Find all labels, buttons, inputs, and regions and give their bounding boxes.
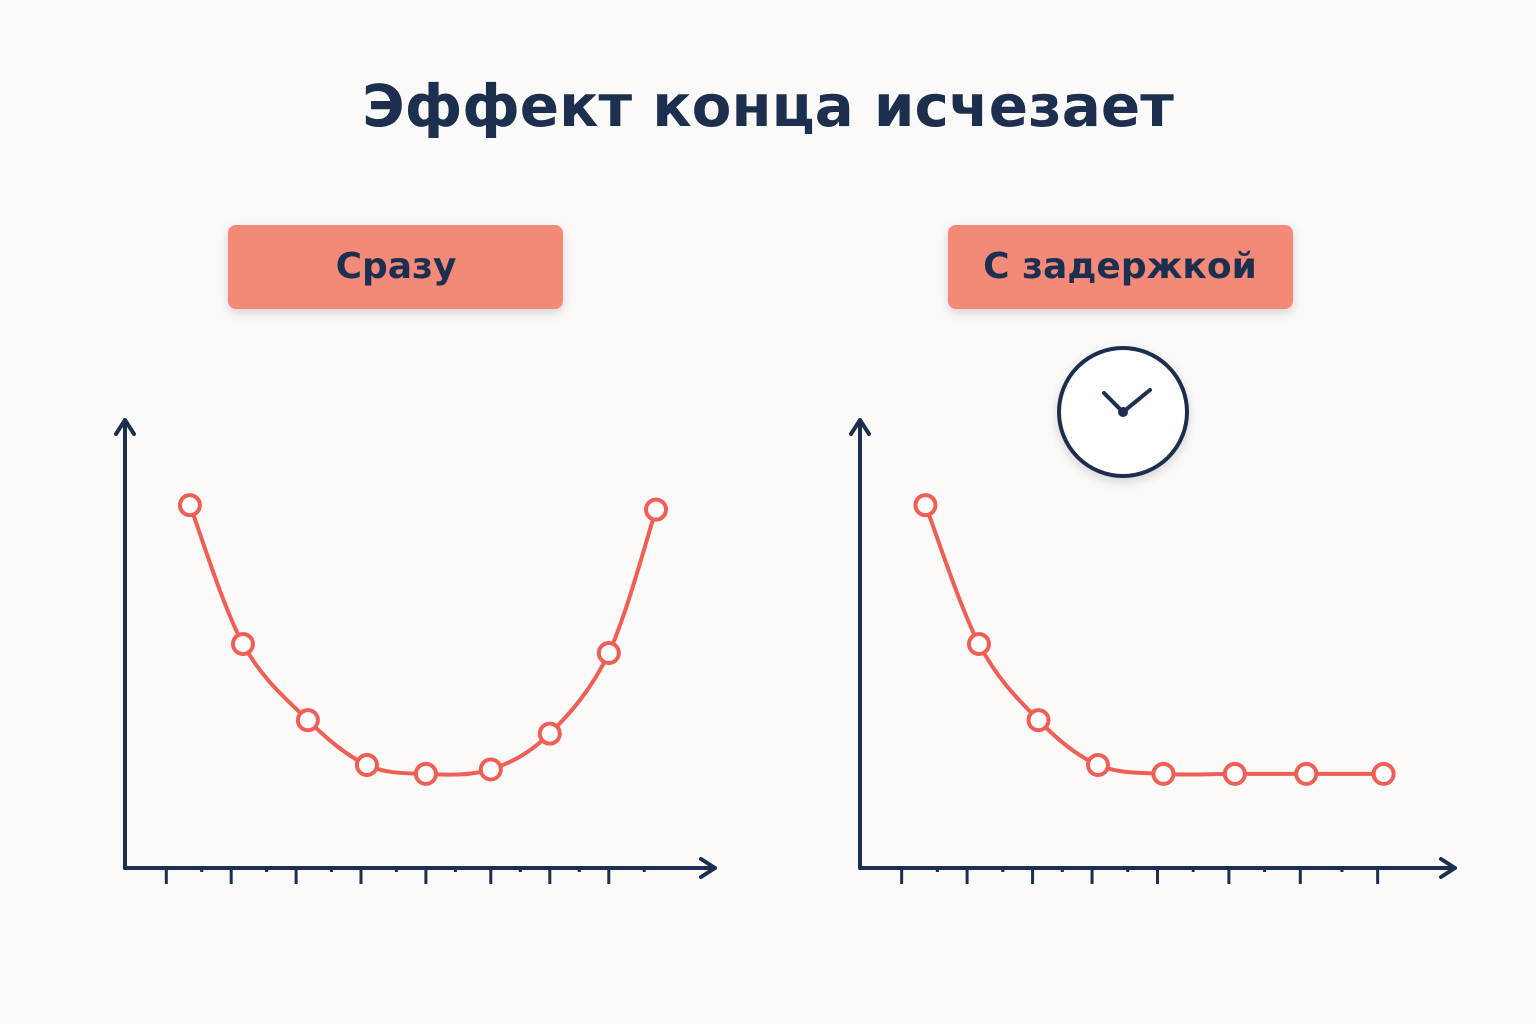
- chart-title: Сразу: [336, 246, 457, 287]
- chart-title: С задержкой: [983, 246, 1257, 287]
- data-point: [596, 640, 621, 665]
- y-axis: [849, 418, 871, 870]
- data-point: [644, 497, 668, 522]
- data-point: [177, 493, 202, 518]
- y-axis: [114, 418, 136, 870]
- x-axis: [123, 857, 717, 879]
- page-title: Эффект конца исчезает: [362, 72, 1174, 140]
- data-point: [295, 708, 320, 733]
- data-point: [1086, 752, 1110, 777]
- data-point: [478, 757, 503, 782]
- data-point: [967, 632, 991, 656]
- data-point: [354, 752, 379, 777]
- data-point: [1151, 761, 1176, 786]
- clock-icon: [1057, 346, 1189, 478]
- data-point: [913, 493, 938, 518]
- data-point: [1026, 708, 1051, 733]
- data-point: [231, 632, 255, 656]
- data-point: [537, 721, 562, 746]
- data-point: [413, 761, 438, 786]
- data-point: [1294, 761, 1319, 786]
- badge: [948, 225, 1293, 309]
- data-point: [1222, 761, 1247, 786]
- data-point: [1371, 761, 1396, 786]
- badge: [228, 225, 563, 309]
